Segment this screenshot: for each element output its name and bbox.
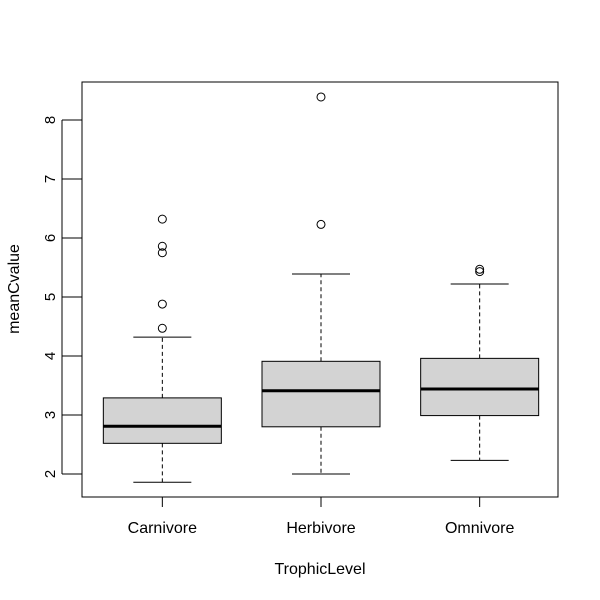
outlier-point	[475, 264, 485, 274]
y-tick-label: 6	[42, 234, 59, 242]
x-axis-title: TrophicLevel	[274, 561, 365, 578]
outlier-point	[157, 214, 167, 224]
outlier-point	[157, 248, 167, 258]
y-tick-label: 3	[42, 411, 59, 419]
box-omnivore	[420, 264, 540, 461]
y-tick-label: 8	[42, 116, 59, 124]
outlier-point	[157, 323, 167, 333]
iqr-box	[261, 360, 381, 428]
boxes-layer	[102, 92, 540, 483]
y-tick-label: 5	[42, 293, 59, 301]
outlier-point	[316, 92, 326, 102]
outlier-point	[157, 299, 167, 309]
outlier-point	[157, 241, 167, 251]
x-tick-label: Herbivore	[286, 520, 355, 537]
x-tick-label: Carnivore	[128, 520, 197, 537]
box-herbivore	[261, 92, 381, 475]
outlier-point	[316, 219, 326, 229]
outlier-point	[475, 267, 485, 277]
y-axis: 2 3 4 5 6 7 8	[42, 116, 82, 478]
box-carnivore	[102, 214, 222, 483]
x-tick-label: Omnivore	[445, 520, 514, 537]
y-tick-label: 7	[42, 175, 59, 183]
iqr-box	[102, 397, 222, 444]
y-tick-label: 4	[42, 352, 59, 360]
x-axis: Carnivore Herbivore Omnivore	[128, 496, 514, 537]
y-axis-title: meanCvalue	[6, 244, 23, 334]
y-tick-label: 2	[42, 470, 59, 478]
iqr-box	[420, 357, 540, 417]
